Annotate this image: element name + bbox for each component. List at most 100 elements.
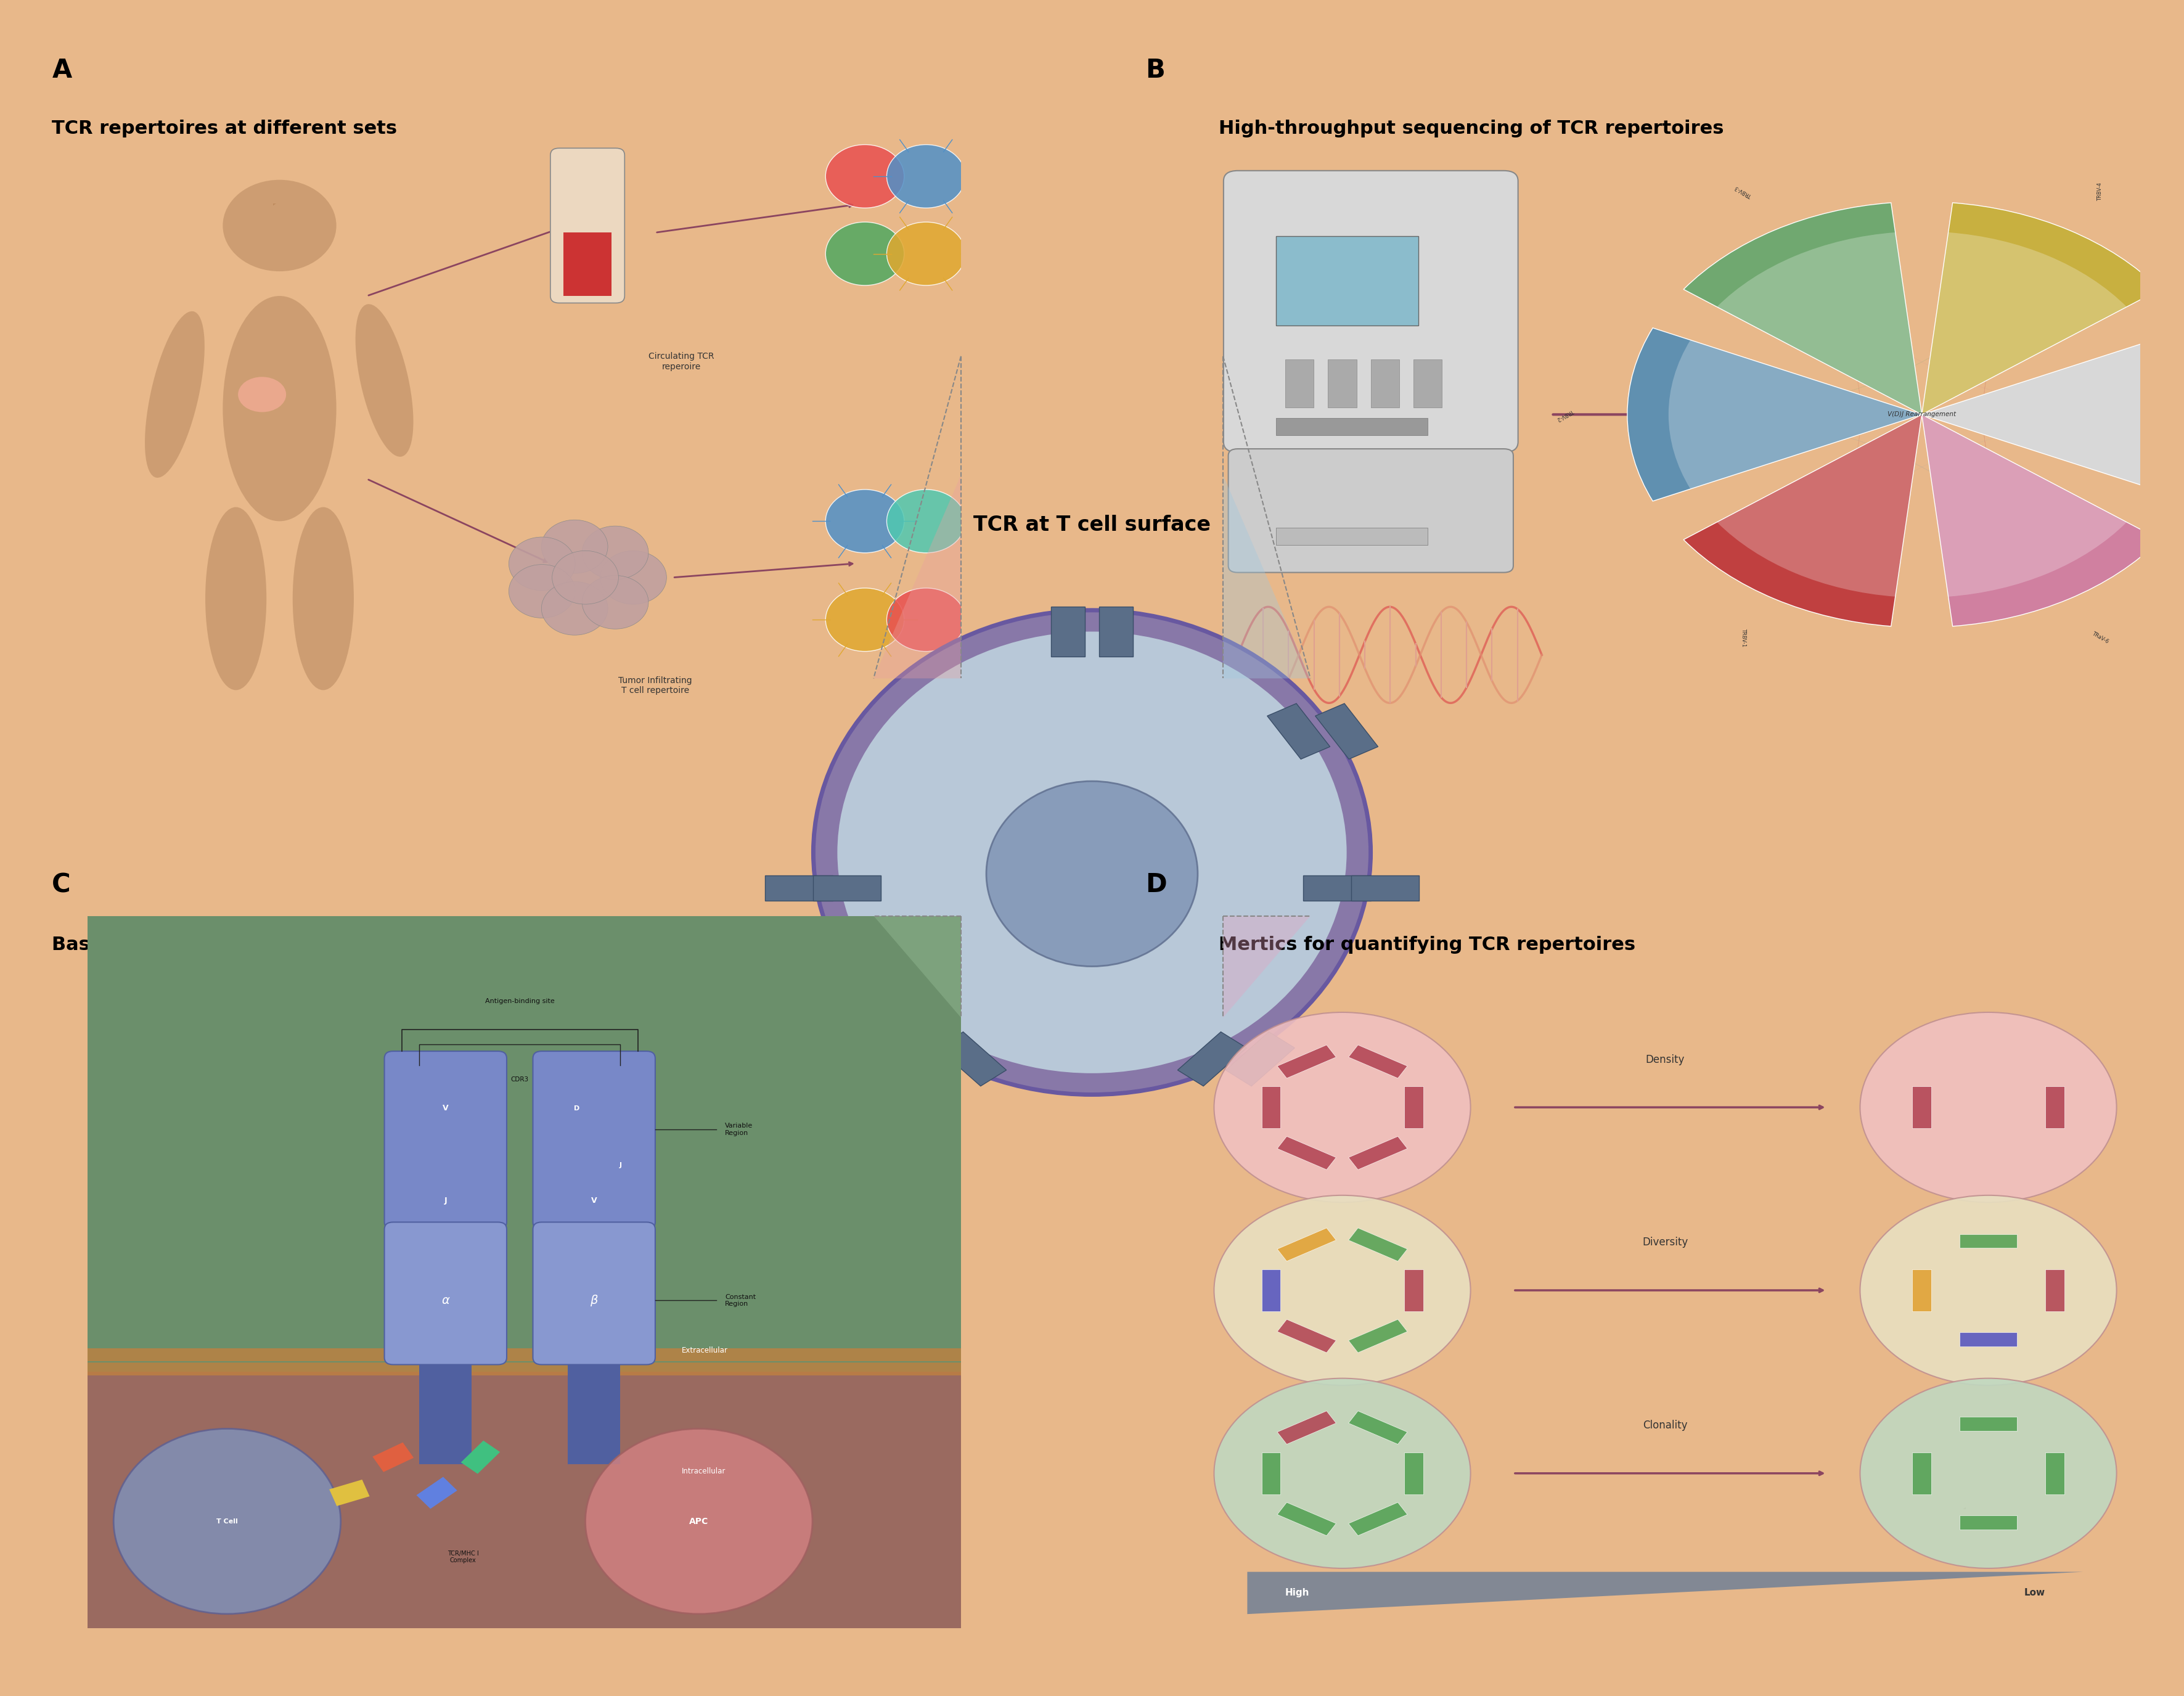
- Text: J: J: [618, 1162, 622, 1169]
- Text: T Cell: T Cell: [216, 1518, 238, 1525]
- Polygon shape: [1247, 1572, 2084, 1615]
- Wedge shape: [1717, 232, 1922, 414]
- Text: TCR at T cell surface: TCR at T cell surface: [974, 514, 1210, 534]
- Text: Clonality: Clonality: [1642, 1420, 1688, 1431]
- Wedge shape: [1669, 339, 1922, 488]
- Polygon shape: [1404, 1269, 1424, 1311]
- Polygon shape: [1348, 1136, 1406, 1170]
- Circle shape: [826, 222, 904, 285]
- Bar: [419, 1365, 472, 1464]
- Circle shape: [542, 521, 607, 573]
- Text: Intracellular: Intracellular: [681, 1467, 725, 1476]
- Polygon shape: [1278, 1045, 1337, 1079]
- Polygon shape: [1177, 1031, 1247, 1085]
- Bar: [1275, 236, 1417, 326]
- Circle shape: [601, 551, 666, 604]
- Polygon shape: [937, 1031, 1007, 1085]
- Polygon shape: [1800, 414, 2167, 568]
- Text: B: B: [1144, 58, 1164, 83]
- Polygon shape: [889, 1031, 959, 1085]
- Circle shape: [583, 526, 649, 580]
- Polygon shape: [1800, 261, 2044, 568]
- Wedge shape: [1684, 204, 1922, 414]
- Polygon shape: [1959, 1235, 2016, 1248]
- Polygon shape: [2044, 1452, 2064, 1494]
- Circle shape: [826, 490, 904, 553]
- Circle shape: [887, 144, 965, 209]
- Bar: [1372, 360, 1400, 407]
- Polygon shape: [1959, 1333, 2016, 1347]
- Polygon shape: [1223, 916, 1310, 1018]
- Bar: [1413, 360, 1441, 407]
- Polygon shape: [1348, 1503, 1406, 1535]
- Polygon shape: [1677, 261, 2044, 414]
- Polygon shape: [1913, 1452, 1931, 1494]
- Polygon shape: [2044, 1269, 2064, 1311]
- Circle shape: [583, 575, 649, 629]
- Polygon shape: [1677, 414, 2044, 568]
- Text: Variable
Region: Variable Region: [725, 1123, 753, 1136]
- Bar: [87, 1362, 961, 1375]
- Wedge shape: [1922, 327, 2184, 500]
- Ellipse shape: [223, 297, 336, 521]
- Text: V: V: [592, 1197, 596, 1204]
- Text: TRBV-4: TRBV-4: [2097, 181, 2103, 200]
- Text: TCR/MHC I
Complex: TCR/MHC I Complex: [448, 1550, 478, 1564]
- Polygon shape: [1262, 1085, 1280, 1128]
- Text: CDR3: CDR3: [511, 1077, 529, 1082]
- Text: APC: APC: [690, 1516, 708, 1526]
- Bar: [1275, 527, 1428, 544]
- Circle shape: [585, 1428, 812, 1615]
- Text: V(D)J Rearrangement: V(D)J Rearrangement: [1887, 412, 1957, 417]
- Ellipse shape: [987, 782, 1197, 967]
- Text: TCR repertoires at different sets: TCR repertoires at different sets: [52, 120, 397, 137]
- Circle shape: [887, 490, 965, 553]
- Circle shape: [553, 551, 618, 604]
- Text: D: D: [574, 1106, 579, 1111]
- Polygon shape: [1304, 875, 1372, 901]
- Polygon shape: [1348, 1319, 1406, 1353]
- Text: Circulating TCR
reperoire: Circulating TCR reperoire: [649, 353, 714, 371]
- Text: Antigen-binding site: Antigen-binding site: [485, 999, 555, 1004]
- Bar: [87, 1372, 961, 1628]
- FancyBboxPatch shape: [1223, 171, 1518, 453]
- Ellipse shape: [238, 377, 286, 412]
- Wedge shape: [1717, 414, 1922, 597]
- Polygon shape: [1913, 1085, 1931, 1128]
- Wedge shape: [1684, 414, 1922, 626]
- Text: D: D: [1144, 872, 1166, 897]
- Circle shape: [1214, 1013, 1470, 1202]
- Bar: [1286, 360, 1315, 407]
- Polygon shape: [330, 1479, 369, 1506]
- Polygon shape: [1278, 1228, 1337, 1262]
- Ellipse shape: [144, 312, 205, 478]
- Polygon shape: [1800, 261, 1861, 568]
- Circle shape: [1861, 1379, 2116, 1569]
- Bar: [87, 1348, 961, 1360]
- Ellipse shape: [293, 507, 354, 690]
- Polygon shape: [874, 916, 961, 1018]
- Polygon shape: [1267, 704, 1330, 760]
- Polygon shape: [1348, 1228, 1406, 1262]
- Bar: [1275, 417, 1428, 436]
- Text: A: A: [52, 58, 72, 83]
- Text: Low: Low: [2025, 1589, 2044, 1598]
- Circle shape: [509, 565, 574, 617]
- Circle shape: [542, 582, 607, 634]
- Wedge shape: [1627, 327, 1922, 500]
- Polygon shape: [2044, 1085, 2064, 1128]
- Wedge shape: [1922, 414, 2127, 597]
- Polygon shape: [373, 1442, 413, 1472]
- Text: α: α: [441, 1294, 450, 1306]
- Polygon shape: [1348, 1045, 1406, 1079]
- FancyBboxPatch shape: [1227, 449, 1514, 573]
- Circle shape: [1214, 1196, 1470, 1386]
- Text: J: J: [443, 1197, 448, 1204]
- Ellipse shape: [356, 304, 413, 456]
- Text: V: V: [443, 1104, 448, 1113]
- Text: Extracellular: Extracellular: [681, 1347, 727, 1355]
- Bar: [563, 232, 612, 297]
- Wedge shape: [1922, 232, 2127, 414]
- Polygon shape: [1348, 1411, 1406, 1445]
- Polygon shape: [812, 875, 880, 901]
